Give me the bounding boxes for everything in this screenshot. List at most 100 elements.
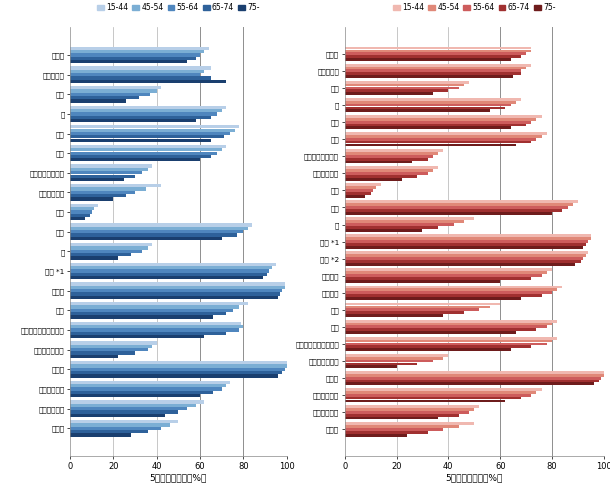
Bar xyxy=(345,87,459,89)
Bar xyxy=(70,420,179,423)
Bar xyxy=(345,319,558,322)
Bar xyxy=(345,195,365,198)
X-axis label: 5年相対生存率（%）: 5年相対生存率（%） xyxy=(445,473,503,482)
Bar xyxy=(345,52,526,55)
Bar xyxy=(345,274,542,277)
Bar xyxy=(70,99,126,103)
Bar xyxy=(70,198,113,201)
Bar xyxy=(345,399,505,402)
Bar xyxy=(70,135,224,139)
Bar xyxy=(345,254,586,257)
Bar xyxy=(70,256,118,260)
Bar xyxy=(70,364,287,368)
Bar xyxy=(70,47,209,50)
Bar xyxy=(345,141,531,143)
Bar xyxy=(345,380,599,383)
Bar xyxy=(70,66,211,70)
Bar xyxy=(70,407,187,410)
Bar xyxy=(70,93,150,96)
Bar xyxy=(345,143,516,146)
Bar xyxy=(345,331,516,334)
Bar xyxy=(70,237,222,240)
Bar xyxy=(70,394,200,397)
Bar xyxy=(345,192,370,195)
Bar xyxy=(345,431,428,434)
Bar xyxy=(70,79,226,83)
Bar xyxy=(70,106,226,109)
Bar xyxy=(345,417,438,420)
Bar xyxy=(345,260,581,263)
Bar xyxy=(70,57,196,60)
Bar xyxy=(345,161,412,164)
Bar xyxy=(345,177,401,180)
Bar xyxy=(70,390,213,394)
Bar xyxy=(345,309,479,311)
Bar xyxy=(70,158,200,162)
Bar xyxy=(345,297,521,300)
Bar xyxy=(345,306,490,308)
Bar xyxy=(70,171,142,175)
Bar xyxy=(345,391,537,394)
Bar xyxy=(345,394,531,396)
Bar xyxy=(70,184,161,187)
Bar xyxy=(70,335,204,338)
Bar xyxy=(70,243,152,246)
Bar xyxy=(70,433,131,436)
Bar xyxy=(70,223,252,227)
Bar xyxy=(345,149,443,152)
Bar xyxy=(345,135,542,138)
Bar xyxy=(345,138,537,141)
Legend: 15-44, 45-54, 55-64, 65-74, 75-: 15-44, 45-54, 55-64, 65-74, 75- xyxy=(393,3,556,12)
Bar xyxy=(70,381,231,384)
Bar xyxy=(70,70,204,73)
Bar xyxy=(345,84,464,86)
Bar xyxy=(345,104,511,106)
Bar xyxy=(345,229,422,232)
Legend: 15-44, 45-54, 55-64, 65-74, 75-: 15-44, 45-54, 55-64, 65-74, 75- xyxy=(97,3,260,12)
Bar xyxy=(345,121,531,124)
Bar xyxy=(345,89,448,92)
Bar xyxy=(345,243,586,246)
X-axis label: 5年相対生存率（%）: 5年相対生存率（%） xyxy=(149,473,207,482)
Bar xyxy=(345,58,511,61)
Bar xyxy=(70,410,179,414)
Bar xyxy=(70,348,148,352)
Bar xyxy=(70,119,196,122)
Bar xyxy=(70,354,118,358)
Bar xyxy=(345,109,490,112)
Bar xyxy=(70,168,148,171)
Bar xyxy=(345,220,464,223)
Bar xyxy=(345,212,552,214)
Bar xyxy=(345,365,396,368)
Bar xyxy=(345,81,469,84)
Bar xyxy=(70,341,157,345)
Bar xyxy=(70,374,278,378)
Bar xyxy=(70,368,284,371)
Bar xyxy=(345,169,432,172)
Bar xyxy=(70,289,282,292)
Bar xyxy=(70,266,271,269)
Bar xyxy=(345,411,469,414)
Bar xyxy=(345,183,381,186)
Bar xyxy=(70,109,222,112)
Bar xyxy=(345,206,567,209)
Bar xyxy=(345,303,500,306)
Bar xyxy=(70,361,287,364)
Bar xyxy=(345,67,526,70)
Bar xyxy=(70,112,217,115)
Bar xyxy=(70,178,124,181)
Bar xyxy=(345,377,601,380)
Bar xyxy=(70,50,204,53)
Bar xyxy=(345,277,531,280)
Bar xyxy=(345,349,511,351)
Bar xyxy=(345,70,521,72)
Bar xyxy=(345,294,542,297)
Bar xyxy=(345,115,542,118)
Bar xyxy=(345,49,531,52)
Bar xyxy=(345,240,588,243)
Bar xyxy=(345,55,521,58)
Bar xyxy=(70,296,278,299)
Bar xyxy=(345,383,594,386)
Bar xyxy=(70,89,157,93)
Bar xyxy=(70,325,243,328)
